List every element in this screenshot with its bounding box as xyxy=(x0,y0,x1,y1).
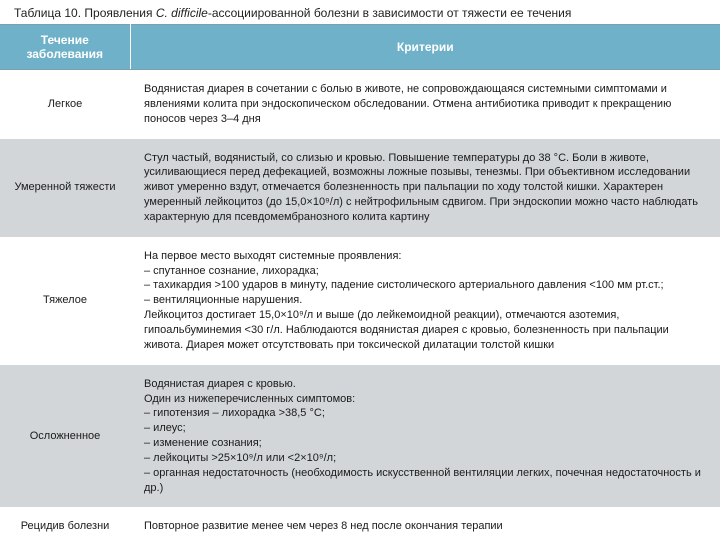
row-criteria: На первое место выходят системные проявл… xyxy=(130,237,720,365)
row-name: Легкое xyxy=(0,70,130,139)
header-row: Течение заболевания Критерии xyxy=(0,25,720,70)
table-title: Таблица 10. Проявления C. difficile-ассо… xyxy=(0,0,720,24)
table-row: Осложненное Водянистая диарея с кровью. … xyxy=(0,365,720,508)
title-italic: C. difficile xyxy=(156,6,208,20)
col-header-criteria: Критерии xyxy=(130,25,720,70)
title-prefix: Таблица 10. Проявления xyxy=(14,6,156,20)
col-header-course: Течение заболевания xyxy=(0,25,130,70)
severity-table: Течение заболевания Критерии Легкое Водя… xyxy=(0,24,720,546)
table-row: Легкое Водянистая диарея в сочетании с б… xyxy=(0,70,720,139)
row-criteria: Повторное развитие менее чем через 8 нед… xyxy=(130,507,720,546)
row-name: Осложненное xyxy=(0,365,130,508)
row-criteria: Водянистая диарея в сочетании с болью в … xyxy=(130,70,720,139)
row-name: Рецидив болезни xyxy=(0,507,130,546)
row-name: Тяжелое xyxy=(0,237,130,365)
table-wrapper: Таблица 10. Проявления C. difficile-ассо… xyxy=(0,0,720,546)
table-row: Рецидив болезни Повторное развитие менее… xyxy=(0,507,720,546)
row-name: Умеренной тяжести xyxy=(0,139,130,237)
row-criteria: Водянистая диарея с кровью. Один из ниже… xyxy=(130,365,720,508)
row-criteria: Стул частый, водянистый, со слизью и кро… xyxy=(130,139,720,237)
table-row: Тяжелое На первое место выходят системны… xyxy=(0,237,720,365)
title-suffix: -ассоциированной болезни в зависимости о… xyxy=(208,6,572,20)
table-row: Умеренной тяжести Стул частый, водянисты… xyxy=(0,139,720,237)
